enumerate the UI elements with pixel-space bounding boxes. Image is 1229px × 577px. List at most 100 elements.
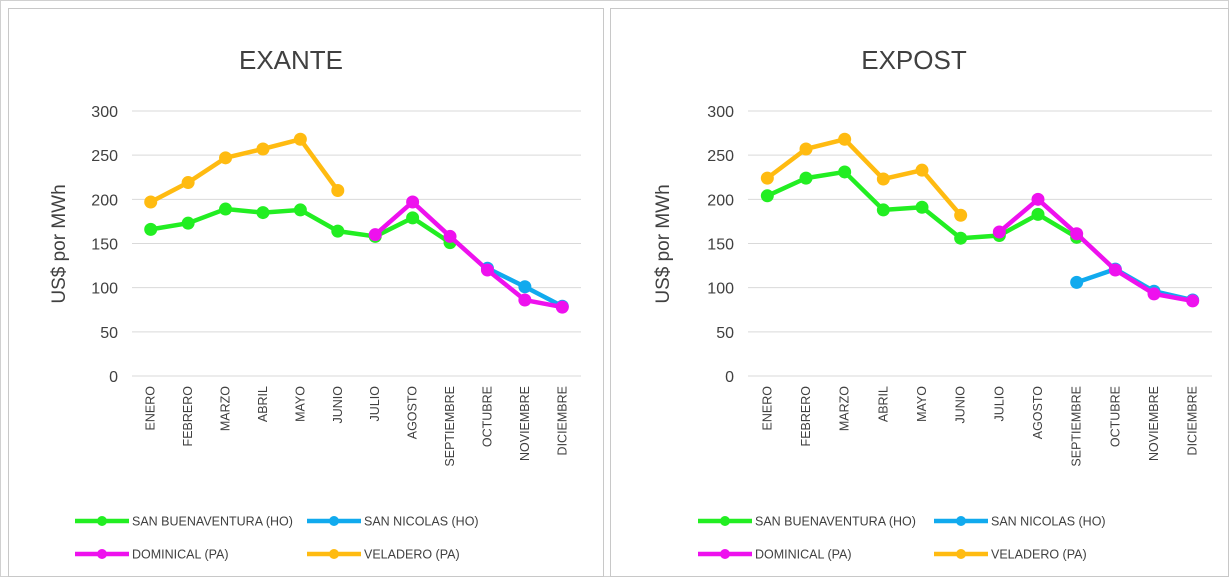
- chart-exante-series-san-buenaventura-ho-point: [331, 224, 345, 238]
- chart-expost-series-veladero-pa: [760, 132, 968, 222]
- legend-label: VELADERO (PA): [364, 548, 460, 562]
- chart-expost-series-veladero-pa-point: [838, 132, 852, 146]
- chart-expost-series-dominical-pa: [992, 192, 1200, 308]
- chart-exante-series-veladero-pa-point: [219, 151, 233, 165]
- chart-expost-x-tick-label: JULIO: [992, 386, 1006, 422]
- legend-marker-swatch: [97, 549, 107, 559]
- chart-expost-x-tick-label: MAYO: [915, 386, 929, 422]
- chart-exante-x-tick-label: AGOSTO: [406, 386, 420, 440]
- chart-expost-series-san-buenaventura-ho-point: [1031, 207, 1045, 221]
- chart-expost-x-tick-label: AGOSTO: [1031, 386, 1045, 440]
- chart-expost-x-tick-label: MARZO: [838, 386, 852, 431]
- legend-label: SAN BUENAVENTURA (HO): [755, 515, 916, 529]
- legend-label: SAN NICOLAS (HO): [991, 515, 1106, 529]
- chart-exante-series-veladero-pa: [144, 132, 345, 209]
- chart-exante-series-san-buenaventura-ho: [144, 202, 457, 250]
- chart-expost-series-veladero-pa-line: [765, 137, 963, 218]
- legend-marker-swatch: [720, 549, 730, 559]
- chart-expost-series-veladero-pa-point: [799, 142, 813, 156]
- chart-expost-series-san-buenaventura-ho: [760, 165, 1084, 245]
- chart-expost-series-dominical-pa-point: [1108, 263, 1122, 277]
- chart-exante-series-veladero-pa-point: [293, 132, 307, 146]
- chart-expost-x-tick-label: JUNIO: [954, 386, 968, 424]
- chart-exante-series-veladero-pa-point: [181, 176, 195, 190]
- chart-expost-legend-san-buenaventura-ho: SAN BUENAVENTURA (HO): [698, 515, 916, 529]
- chart-panel-exante: EXANTE US$ por MWh 0 50 100 150 200 250 300 ENERO…: [8, 8, 604, 577]
- chart-expost-y-axis-label: US$ por MWh: [653, 184, 674, 303]
- chart-exante-x-tick-label: DICIEMBRE: [555, 386, 569, 455]
- chart-exante-y-tick-label: 150: [91, 237, 118, 254]
- chart-exante-y-axis-label: US$ por MWh: [49, 184, 70, 303]
- chart-expost-series-veladero-pa-point: [954, 208, 968, 222]
- legend-marker-swatch: [329, 549, 339, 559]
- legend-label: VELADERO (PA): [991, 548, 1087, 562]
- chart-expost-series-san-buenaventura-ho-point: [760, 189, 774, 203]
- chart-exante-series-dominical-pa-point: [368, 228, 382, 242]
- chart-exante-series-veladero-pa-point: [144, 195, 158, 209]
- chart-expost-series-san-nicolas-ho-line: [1074, 266, 1195, 303]
- legend-label: SAN NICOLAS (HO): [364, 515, 479, 529]
- chart-expost-y-tick-label: 0: [725, 369, 734, 386]
- legend-marker-swatch: [956, 516, 966, 526]
- chart-expost-series-veladero-pa-point: [760, 171, 774, 185]
- chart-expost-series-san-buenaventura-ho-point: [799, 171, 813, 185]
- chart-exante-y-tick-label: 100: [91, 281, 118, 298]
- chart-exante-x-tick-label: ABRIL: [256, 386, 270, 422]
- legend-label: SAN BUENAVENTURA (HO): [132, 515, 293, 529]
- chart-exante-legend-san-nicolas-ho: SAN NICOLAS (HO): [307, 515, 479, 529]
- chart-expost-series-san-buenaventura-ho-point: [876, 203, 890, 217]
- chart-expost-series-san-nicolas-ho-point: [1070, 275, 1084, 289]
- chart-exante-series-san-buenaventura-ho-point: [256, 206, 270, 220]
- chart-exante-legend-veladero-pa: VELADERO (PA): [307, 548, 460, 562]
- chart-exante-series-dominical-pa-point: [518, 293, 532, 307]
- chart-exante-x-tick-label: OCTUBRE: [480, 386, 494, 447]
- chart-exante-series-san-buenaventura-ho-point: [293, 203, 307, 217]
- chart-exante-legend-san-buenaventura-ho: SAN BUENAVENTURA (HO): [75, 515, 293, 529]
- chart-exante-x-tick-label: FEBRERO: [181, 386, 195, 447]
- chart-exante-series-dominical-pa-point: [480, 263, 494, 277]
- chart-expost-series-dominical-pa-point: [1031, 192, 1045, 206]
- chart-expost-series-dominical-pa-line: [997, 197, 1195, 304]
- chart-exante-series-san-buenaventura-ho-point: [144, 222, 158, 236]
- chart-expost-legend-veladero-pa: VELADERO (PA): [934, 548, 1087, 562]
- chart-expost-series-dominical-pa-point: [1070, 227, 1084, 241]
- chart-expost-y-tick-label: 200: [707, 192, 734, 209]
- chart-exante-x-tick-label: MARZO: [219, 386, 233, 431]
- chart-exante-series-san-buenaventura-ho-point: [406, 211, 420, 225]
- chart-expost-x-tick-label: DICIEMBRE: [1186, 386, 1200, 455]
- chart-exante-series-dominical-pa-point: [406, 195, 420, 209]
- chart-exante-title: EXANTE: [239, 45, 343, 75]
- chart-exante-y-tick-label: 300: [91, 104, 118, 121]
- chart-exante-series-veladero-pa-point: [331, 184, 345, 197]
- chart-exante-y-tick-label: 250: [91, 148, 118, 165]
- chart-panel-expost: EXPOST US$ por MWh 0 50 100 150 200 250 300 ENERO…: [610, 8, 1229, 577]
- chart-exante-series-veladero-pa-point: [256, 142, 270, 156]
- chart-exante-x-tick-label: MAYO: [293, 386, 307, 422]
- chart-expost-y-tick-label: 250: [707, 148, 734, 165]
- chart-expost-y-tick-label: 50: [716, 325, 734, 342]
- chart-expost-x-tick-label: NOVIEMBRE: [1147, 386, 1161, 461]
- chart-exante-x-tick-label: ENERO: [144, 386, 158, 431]
- chart-exante-series-san-buenaventura-ho-point: [181, 216, 195, 230]
- chart-exante-series-dominical-pa-point: [555, 300, 569, 314]
- chart-exante-x-tick-label: SEPTIEMBRE: [443, 386, 457, 467]
- chart-exante-y-tick-label: 0: [109, 369, 118, 386]
- chart-expost-series-dominical-pa-point: [992, 225, 1006, 239]
- chart-expost-x-tick-label: FEBRERO: [799, 386, 813, 447]
- chart-exante-series-veladero-pa-line: [148, 137, 341, 205]
- legend-label: DOMINICAL (PA): [132, 548, 229, 562]
- chart-exante-x-tick-label: JULIO: [368, 386, 382, 422]
- chart-exante-y-tick-label: 50: [100, 325, 118, 342]
- chart-exante-series-san-buenaventura-ho-point: [219, 202, 233, 216]
- legend-label: DOMINICAL (PA): [755, 548, 852, 562]
- chart-expost-series-veladero-pa-point: [915, 163, 929, 177]
- chart-expost-legend-dominical-pa: DOMINICAL (PA): [698, 548, 852, 562]
- chart-expost: EXPOST US$ por MWh 0 50 100 150 200 250 300 ENERO…: [653, 45, 1212, 562]
- chart-expost-legend-san-nicolas-ho: SAN NICOLAS (HO): [934, 515, 1106, 529]
- chart-exante-legend-dominical-pa: DOMINICAL (PA): [75, 548, 229, 562]
- chart-expost-series-veladero-pa-point: [876, 172, 890, 186]
- chart-expost-series-dominical-pa-point: [1147, 287, 1161, 301]
- chart-expost-title: EXPOST: [861, 45, 967, 75]
- chart-expost-series-san-buenaventura-ho-point: [838, 165, 852, 179]
- legend-marker-swatch: [720, 516, 730, 526]
